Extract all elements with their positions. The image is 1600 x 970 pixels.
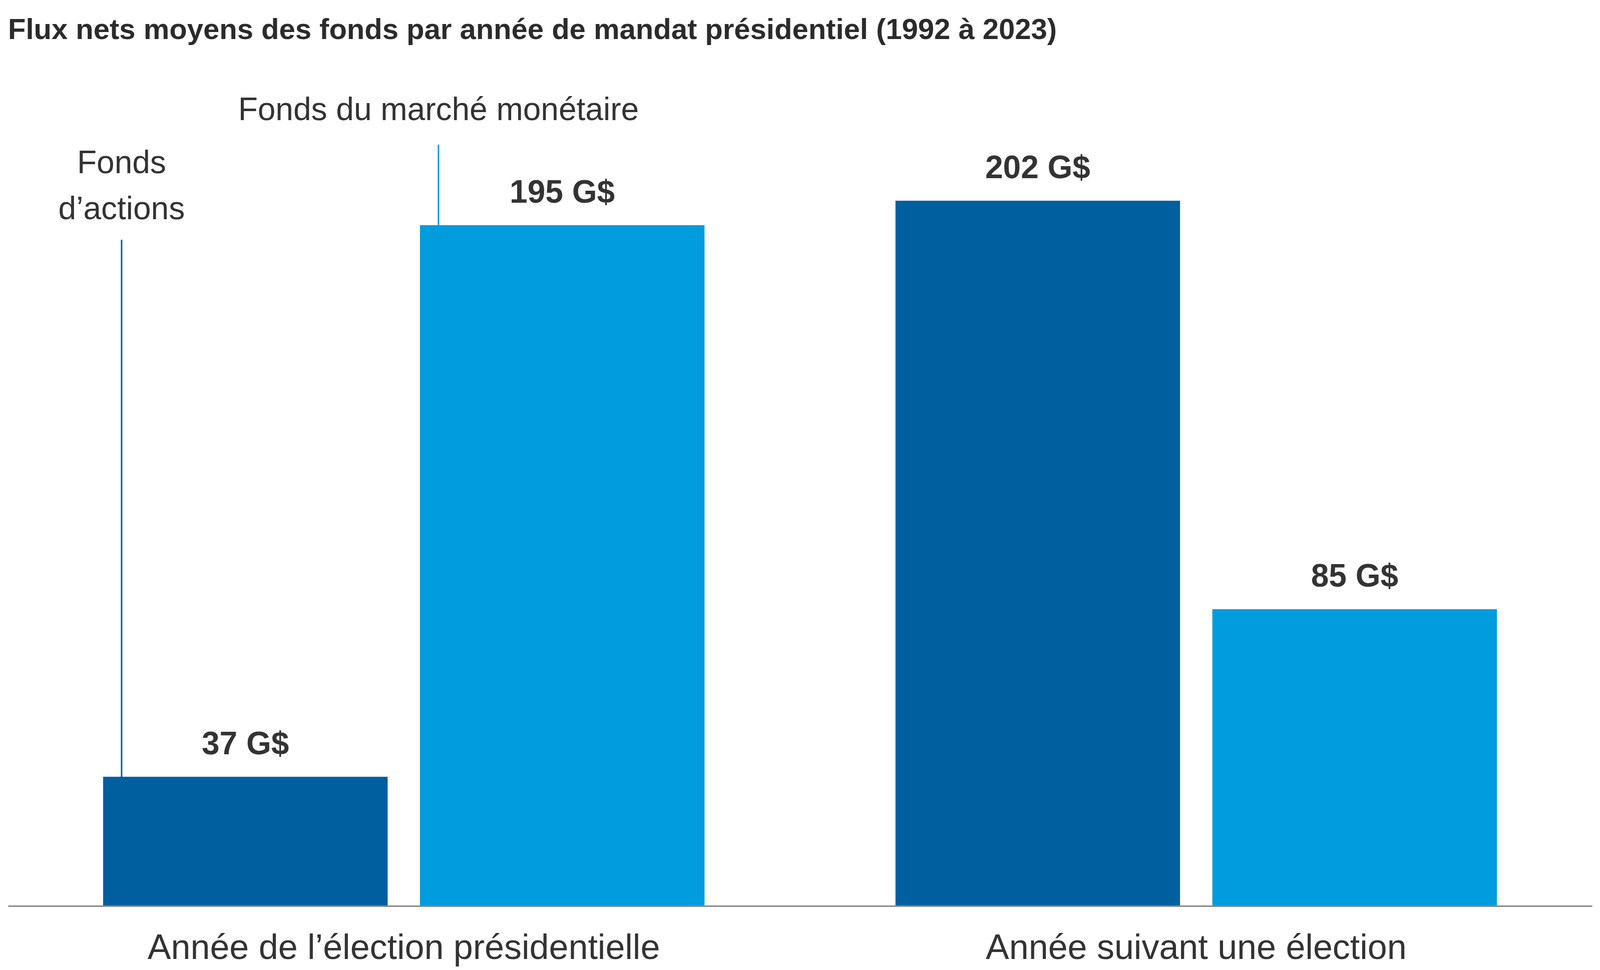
bar (1212, 609, 1497, 907)
x-axis: Année de l’élection présidentielle Année … (8, 906, 1593, 968)
bar (895, 200, 1180, 907)
data-label: 37 G$ (201, 725, 289, 762)
legend-label: Fondsd’actions (58, 144, 186, 227)
bars (103, 200, 1497, 907)
leader-line (120, 239, 123, 777)
tick: Année de l’élection présidentielle (147, 927, 660, 967)
data-label: 85 G$ (1311, 557, 1399, 594)
bar (420, 225, 705, 907)
data-label: 195 G$ (509, 173, 615, 210)
tick: Année suivant une élection (985, 927, 1407, 967)
tick-label: Année suivant une élection (985, 927, 1407, 967)
legend-label: Fonds du marché monétaire (238, 91, 639, 128)
bar (103, 776, 388, 907)
data-label: 202 G$ (985, 149, 1091, 186)
chart: Flux nets moyens des fonds par année de … (0, 0, 1600, 970)
tick-label: Année de l’élection présidentielle (147, 927, 660, 967)
leader-line (437, 144, 440, 226)
axis-line (8, 905, 1593, 908)
title: Flux nets moyens des fonds par année de … (8, 12, 1057, 46)
